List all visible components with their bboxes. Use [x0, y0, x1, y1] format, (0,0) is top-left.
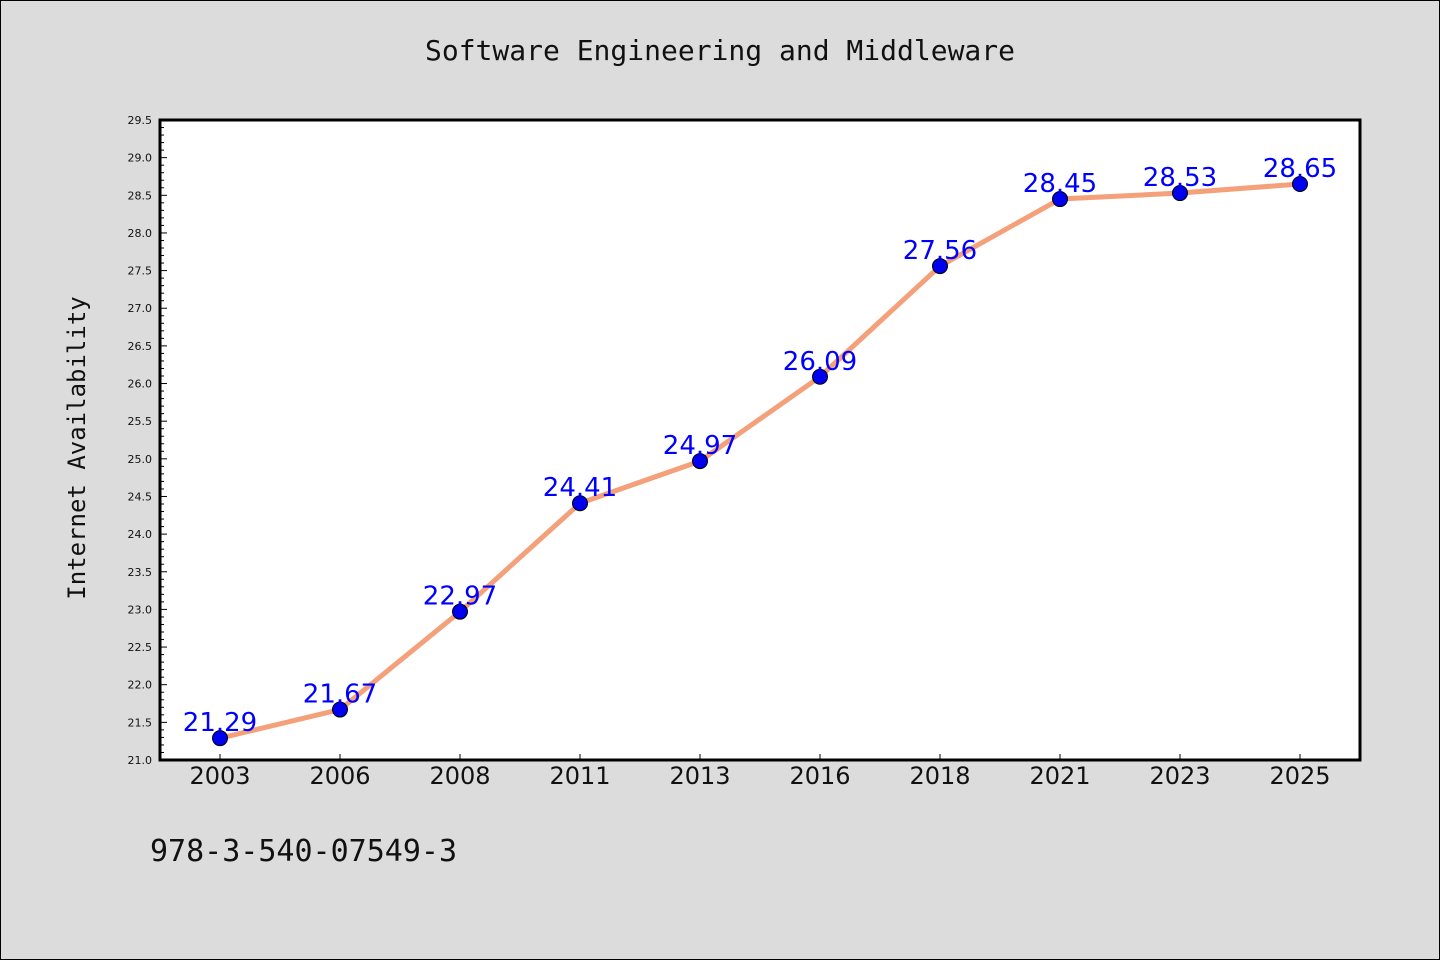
data-point — [812, 368, 828, 385]
series-line — [217, 181, 1303, 741]
x-tick-label: 2021 — [1029, 762, 1090, 790]
y-tick-label: 21.5 — [128, 716, 153, 729]
data-label: 28.65 — [1263, 154, 1337, 184]
isbn-text: 978-3-540-07549-3 — [150, 834, 458, 869]
data-label: 28.45 — [1023, 169, 1097, 199]
y-axis: 21.0 21.5 22.0 22.5 23.0 23.5 24.0 24.5 25.0 25.5… — [128, 114, 167, 767]
y-tick-label: 28.0 — [128, 227, 153, 240]
y-tick-label: 24.5 — [128, 490, 153, 503]
x-tick-label: 2011 — [549, 762, 610, 790]
x-tick-label: 2025 — [1269, 762, 1330, 790]
data-point — [1172, 185, 1188, 202]
data-point — [452, 603, 468, 620]
data-label: 27.56 — [903, 236, 977, 266]
y-tick-label: 29.5 — [128, 114, 153, 127]
y-tick-label: 27.5 — [128, 265, 153, 278]
data-point — [1052, 191, 1068, 208]
data-label: 22.97 — [423, 582, 497, 612]
y-tick-label: 21.0 — [128, 754, 153, 767]
x-tick-label: 2013 — [669, 762, 730, 790]
y-tick-label: 23.0 — [128, 603, 153, 616]
x-tick-label: 2016 — [789, 762, 850, 790]
data-label: 24.41 — [543, 473, 617, 503]
data-point — [932, 258, 948, 275]
y-tick-label: 24.0 — [128, 528, 153, 541]
data-point — [1292, 176, 1308, 192]
y-tick-label: 26.5 — [128, 340, 153, 353]
plot-area — [158, 118, 1362, 762]
data-label: 21.29 — [183, 708, 257, 738]
x-tick-label: 2003 — [189, 762, 250, 790]
x-tick-label: 2006 — [309, 762, 370, 790]
y-tick-label: 23.5 — [128, 566, 153, 579]
y-tick-label: 28.5 — [128, 189, 153, 202]
x-tick-label: 2008 — [429, 762, 490, 790]
x-tick-label: 2018 — [909, 762, 970, 790]
y-tick-label: 29.0 — [128, 152, 153, 165]
data-point — [332, 701, 348, 718]
y-tick-label: 22.0 — [128, 679, 153, 692]
y-tick-label: 27.0 — [128, 302, 153, 315]
data-label: 24.97 — [663, 431, 737, 461]
data-point — [692, 453, 708, 470]
y-tick-label: 26.0 — [128, 378, 153, 391]
data-label: 28.53 — [1143, 163, 1217, 193]
x-tick-label: 2023 — [1149, 762, 1210, 790]
data-label: 26.09 — [783, 347, 857, 377]
data-series — [212, 176, 1308, 747]
x-axis: 2003 2006 2008 2011 2013 2016 2018 2021 2023 2025 — [189, 754, 1331, 790]
chart-title: Software Engineering and Middleware — [424, 34, 1015, 67]
y-tick-label: 25.0 — [128, 453, 153, 466]
y-tick-label: 25.5 — [128, 415, 153, 428]
y-tick-label: 22.5 — [128, 641, 153, 654]
data-labels: 21.29 21.67 22.97 24.41 24.97 26.09 27.56 28.45… — [183, 154, 1337, 738]
data-point — [572, 495, 588, 512]
data-point — [212, 730, 228, 747]
data-label: 21.67 — [303, 680, 377, 710]
